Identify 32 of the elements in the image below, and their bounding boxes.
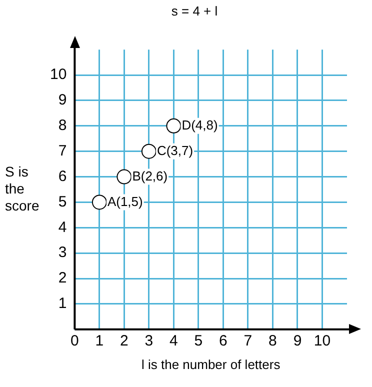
y-tick-label: 5 [58, 193, 67, 210]
x-tick-label: 10 [314, 332, 331, 350]
point [92, 194, 107, 210]
y-tick-label: 3 [58, 244, 67, 262]
y-tick-label: 7 [58, 142, 67, 160]
annotation: D(4,8) [182, 117, 218, 132]
y-tick-label: 4 [58, 218, 67, 236]
point [166, 118, 182, 134]
x-tick-label: 8 [268, 332, 277, 350]
x-axis-title: l is the number of letters [141, 356, 281, 372]
x-tick-label: 2 [120, 332, 128, 350]
point [116, 169, 132, 184]
y-tick-label: 1 [58, 295, 67, 312]
y-tick-label: 2 [58, 270, 67, 287]
x-tick-label: 4 [170, 332, 178, 350]
x-tick-label: 6 [219, 332, 228, 350]
y-tick-label: 8 [58, 117, 67, 134]
x-tick-label: 5 [194, 332, 203, 350]
y-tick-label: 6 [58, 168, 67, 185]
x-tick-label: 1 [95, 332, 104, 350]
y-axis-title: S is the score [5, 163, 40, 214]
x-tick-label: 9 [293, 332, 302, 350]
x-tick-label: 0 [70, 332, 79, 350]
chart-title: s = 4 + l [171, 3, 218, 18]
annotation: B(2,6) [132, 168, 168, 184]
point [141, 144, 156, 159]
y-tick-label: 10 [50, 66, 67, 84]
x-tick-label: 7 [244, 332, 252, 350]
annotation: A(1,5) [107, 194, 143, 209]
x-tick-label: 3 [144, 332, 154, 350]
annotation: C(3,7) [156, 142, 194, 158]
y-tick-label: 9 [58, 92, 67, 109]
